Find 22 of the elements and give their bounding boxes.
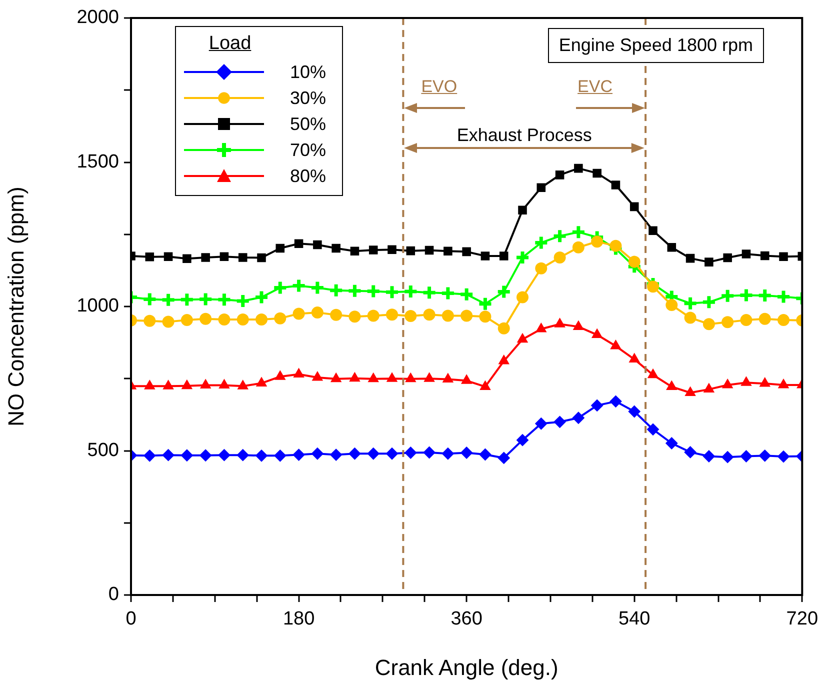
- y-tick-label: 2000: [76, 7, 119, 28]
- legend-label: 50%: [290, 114, 326, 134]
- x-tick-label: 360: [450, 608, 482, 630]
- legend-label: 70%: [290, 140, 326, 160]
- ref-line-label: EVO: [421, 77, 458, 97]
- legend-label: 30%: [290, 88, 326, 108]
- x-axis-title: Crank Angle (deg.): [374, 654, 558, 680]
- legend-label: 80%: [290, 166, 326, 186]
- y-tick-label: 1000: [76, 296, 119, 317]
- x-tick-label: 0: [126, 608, 136, 630]
- y-axis-title: NO Concentration (ppm): [3, 186, 28, 426]
- annotation: Engine Speed 1800 rpm: [548, 28, 764, 63]
- legend-label: 10%: [290, 62, 326, 82]
- y-tick-label: 500: [87, 440, 119, 461]
- x-tick-label: 540: [618, 608, 650, 630]
- y-tick-label: 1500: [76, 151, 119, 172]
- ref-line-label: EVC: [578, 77, 613, 97]
- x-tick-label: 180: [282, 608, 315, 630]
- legend-title: Load: [208, 33, 252, 55]
- y-tick-label: 0: [108, 584, 119, 606]
- annotation: Exhaust Process: [456, 125, 593, 146]
- x-tick-label: 720: [786, 608, 818, 630]
